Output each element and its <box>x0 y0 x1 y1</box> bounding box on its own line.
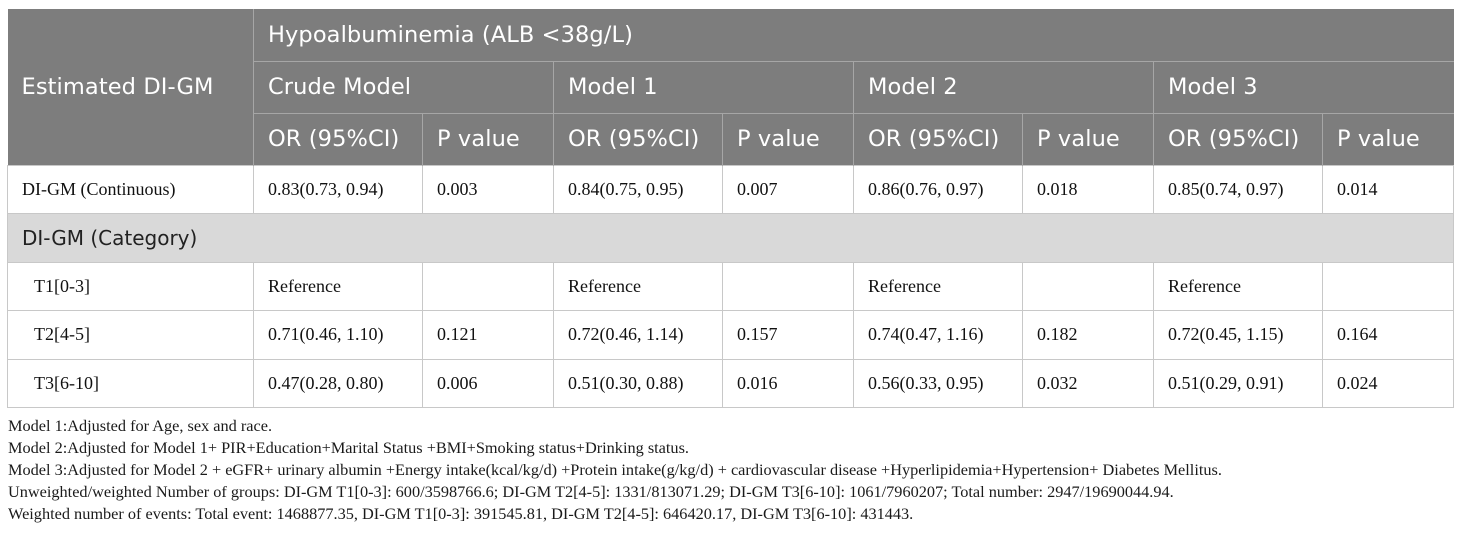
model-header-1: Model 1 <box>553 60 854 113</box>
category-label: DI-GM (Category) <box>7 213 1454 263</box>
footnote: Model 2:Adjusted for Model 1+ PIR+Educat… <box>8 438 689 457</box>
cell-p: 0.007 <box>722 164 854 214</box>
cell-or: Reference <box>853 261 1023 311</box>
row-label: T3[6-10] <box>7 358 254 408</box>
cell-or: 0.72(0.46, 1.14) <box>553 310 723 360</box>
cell-or: 0.74(0.47, 1.16) <box>853 310 1023 360</box>
cell-or: 0.72(0.45, 1.15) <box>1153 310 1323 360</box>
or-header: OR (95%CI) <box>1153 112 1323 165</box>
cell-p: 0.014 <box>1322 164 1454 214</box>
cell-p: 0.182 <box>1022 310 1154 360</box>
p-header: P value <box>422 112 554 165</box>
cell-p: 0.121 <box>422 310 554 360</box>
cell-or: 0.85(0.74, 0.97) <box>1153 164 1323 214</box>
cell-p <box>1322 261 1454 311</box>
row-label-header: Estimated DI-GM <box>7 9 254 165</box>
cell-p: 0.024 <box>1322 358 1454 408</box>
cell-or: Reference <box>253 261 423 311</box>
cell-or: Reference <box>1153 261 1323 311</box>
table-body: DI-GM (Continuous) 0.83(0.73, 0.94) 0.00… <box>7 164 1454 408</box>
cell-p <box>1022 261 1154 311</box>
or-header: OR (95%CI) <box>253 112 423 165</box>
table-header: Estimated DI-GM Hypoalbuminemia (ALB <38… <box>7 9 1454 165</box>
cell-p: 0.164 <box>1322 310 1454 360</box>
row-label: T2[4-5] <box>7 310 254 360</box>
cell-p: 0.006 <box>422 358 554 408</box>
cell-p: 0.003 <box>422 164 554 214</box>
table-row: T2[4-5] 0.71(0.46, 1.10) 0.121 0.72(0.46… <box>7 310 1454 360</box>
model-header-2: Model 2 <box>853 60 1154 113</box>
cell-p <box>422 261 554 311</box>
footnote: Unweighted/weighted Number of groups: DI… <box>8 482 1174 501</box>
p-header: P value <box>722 112 854 165</box>
table-footnotes: Model 1:Adjusted for Age, sex and race. … <box>8 415 1222 525</box>
category-row: DI-GM (Category) <box>7 213 1454 263</box>
results-table: Estimated DI-GM Hypoalbuminemia (ALB <38… <box>7 9 1454 408</box>
p-header: P value <box>1022 112 1154 165</box>
results-table-container: Estimated DI-GM Hypoalbuminemia (ALB <38… <box>7 9 1454 408</box>
cell-p: 0.032 <box>1022 358 1154 408</box>
footnote: Model 1:Adjusted for Age, sex and race. <box>8 416 273 435</box>
cell-or: 0.71(0.46, 1.10) <box>253 310 423 360</box>
cell-or: 0.84(0.75, 0.95) <box>553 164 723 214</box>
row-label: DI-GM (Continuous) <box>7 164 254 214</box>
cell-or: 0.83(0.73, 0.94) <box>253 164 423 214</box>
cell-or: 0.51(0.30, 0.88) <box>553 358 723 408</box>
footnote: Model 3:Adjusted for Model 2 + eGFR+ uri… <box>8 460 1222 479</box>
cell-or: 0.47(0.28, 0.80) <box>253 358 423 408</box>
table-row: T1[0-3] Reference Reference Reference Re… <box>7 261 1454 311</box>
cell-or: 0.86(0.76, 0.97) <box>853 164 1023 214</box>
cell-or: 0.56(0.33, 0.95) <box>853 358 1023 408</box>
footnote: Weighted number of events: Total event: … <box>8 504 914 523</box>
cell-or: Reference <box>553 261 723 311</box>
model-header-crude: Crude Model <box>253 60 554 113</box>
table-row: T3[6-10] 0.47(0.28, 0.80) 0.006 0.51(0.3… <box>7 358 1454 408</box>
cell-p: 0.157 <box>722 310 854 360</box>
outcome-header: Hypoalbuminemia (ALB <38g/L) <box>253 9 1454 61</box>
or-header: OR (95%CI) <box>853 112 1023 165</box>
cell-or: 0.51(0.29, 0.91) <box>1153 358 1323 408</box>
model-header-3: Model 3 <box>1153 60 1454 113</box>
cell-p <box>722 261 854 311</box>
table-row: DI-GM (Continuous) 0.83(0.73, 0.94) 0.00… <box>7 164 1454 214</box>
p-header: P value <box>1322 112 1454 165</box>
cell-p: 0.016 <box>722 358 854 408</box>
or-header: OR (95%CI) <box>553 112 723 165</box>
row-label: T1[0-3] <box>7 261 254 311</box>
cell-p: 0.018 <box>1022 164 1154 214</box>
